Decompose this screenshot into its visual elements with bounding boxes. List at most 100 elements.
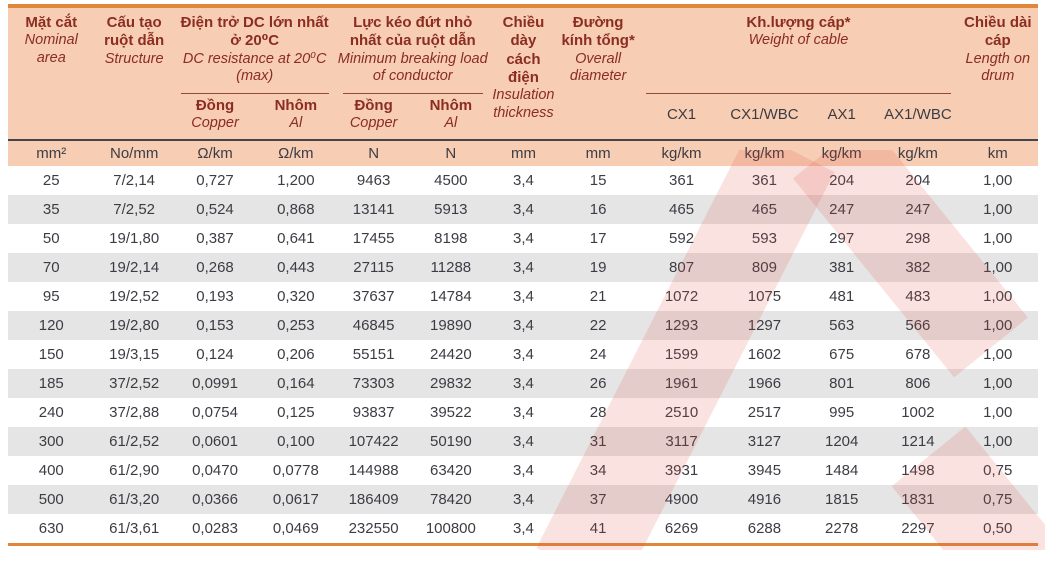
table-cell: 3,4 — [489, 253, 557, 282]
table-cell: 240 — [38, 404, 64, 421]
table-cell: 0,0366 — [173, 485, 257, 514]
table-cell: 381 — [805, 253, 879, 282]
table-cell: 1498 — [901, 462, 935, 479]
table-cell: 563 — [805, 311, 879, 340]
table-cell: 37637 — [352, 288, 395, 305]
table-cell: 0,868 — [256, 195, 336, 224]
table-cell: 3,4 — [513, 462, 534, 479]
table-cell: 0,75 — [957, 485, 1038, 514]
subheader-ax1-label: AX1 — [827, 105, 856, 123]
table-cell: 35 — [8, 195, 95, 224]
subheader-copper-load-en: Copper — [349, 114, 398, 131]
table-cell: 0,524 — [173, 195, 257, 224]
table-cell: 3,4 — [489, 427, 557, 456]
table-cell: 0,125 — [277, 404, 315, 421]
table-cell: 19/1,80 — [109, 230, 160, 247]
subheader-aluminum-load-en: Al — [444, 114, 458, 131]
table-cell: 0,387 — [196, 230, 234, 247]
table-cell: 19 — [556, 253, 640, 282]
table-cell: 27115 — [335, 253, 412, 282]
table-cell: 1204 — [805, 427, 879, 456]
table-cell: 55151 — [352, 346, 395, 363]
table-container: Mặt cắt Nominal area Cấu tạo ruột dẫn St… — [8, 4, 1038, 546]
table-cell: 0,443 — [256, 253, 336, 282]
table-cell: 4900 — [639, 485, 724, 514]
table-cell: 500 — [8, 485, 95, 514]
table-cell: 22 — [556, 311, 640, 340]
units-row: mm² No/mm Ω/km Ω/km N N mm mm kg/km kg/k… — [8, 139, 1038, 166]
table-cell: 1,00 — [983, 230, 1013, 247]
table-row: 50 19/1,80 0,387 0,641 17455 8198 3,4 17 592 593 2… — [8, 224, 1038, 253]
table-cell: 1,00 — [983, 346, 1013, 363]
header-structure-en: Structure — [104, 50, 164, 67]
table-cell: 15 — [589, 172, 607, 189]
table-cell: 809 — [723, 253, 806, 282]
subheader-copper-resistance-vi: Đồng — [195, 96, 235, 114]
table-cell: 8198 — [434, 230, 468, 247]
table-cell: 361 — [751, 172, 777, 189]
table-cell: 19/2,52 — [109, 288, 160, 305]
subheader-copper-resistance: Đồng Copper — [173, 94, 257, 140]
table-cell: 150 — [38, 346, 64, 363]
table-cell: 39522 — [429, 404, 472, 421]
table-cell: 300 — [8, 427, 95, 456]
table-cell: 61/3,61 — [109, 520, 160, 537]
subheader-ax1-wbc: AX1/WBC — [878, 94, 958, 140]
header-length: Chiều dài cáp Length on drum — [957, 6, 1038, 140]
unit-cell: kg/km — [805, 139, 879, 166]
unit-cell: Ω/km — [256, 139, 336, 166]
subheader-cx1: CX1 — [639, 94, 724, 140]
table-cell: 593 — [751, 230, 777, 247]
table-cell: 1961 — [639, 369, 724, 398]
unit-cell: mm — [489, 139, 557, 166]
table-cell: 61/3,20 — [94, 485, 174, 514]
table-cell: 678 — [905, 346, 931, 363]
table-cell: 807 — [639, 253, 724, 282]
table-cell: 1,00 — [957, 369, 1038, 398]
unit-cell: kg/km — [723, 139, 806, 166]
table-cell: 3,4 — [513, 230, 534, 247]
table-cell: 0,124 — [196, 346, 234, 363]
table-cell: 592 — [669, 230, 695, 247]
table-cell: 9463 — [356, 172, 391, 189]
table-cell: 11288 — [411, 253, 490, 282]
table-cell: 61/2,52 — [94, 427, 174, 456]
table-cell: 1815 — [805, 485, 879, 514]
table-cell: 465 — [723, 195, 806, 224]
table-cell: 13141 — [335, 195, 412, 224]
unit-cell: Ω/km — [173, 139, 257, 166]
cable-spec-table: Mặt cắt Nominal area Cấu tạo ruột dẫn St… — [8, 4, 1038, 546]
table-cell: 3,4 — [513, 172, 534, 189]
table-cell: 481 — [829, 288, 855, 305]
table-cell: 25 — [42, 172, 60, 189]
table-row: 25 7/2,14 0,727 1,200 9463 4500 3,4 15 361 361 204… — [8, 166, 1038, 195]
table-cell: 1602 — [747, 346, 782, 363]
table-cell: 204 — [905, 172, 931, 189]
table-cell: 1,00 — [983, 288, 1013, 305]
table-cell: 16 — [556, 195, 640, 224]
table-cell: 31 — [556, 427, 640, 456]
table-cell: 1,00 — [957, 427, 1038, 456]
table-row: 500 61/3,20 0,0366 0,0617 186409 78420 3,4 37 49… — [8, 485, 1038, 514]
table-cell: 1484 — [825, 462, 859, 479]
table-cell: 19/3,15 — [109, 346, 160, 363]
table-cell: 21 — [589, 288, 607, 305]
table-cell: 801 — [805, 369, 879, 398]
table-row: 95 19/2,52 0,193 0,320 37637 14784 3,4 21 1072 10… — [8, 282, 1038, 311]
table-cell: 19890 — [411, 311, 490, 340]
subheader-cx1-label: CX1 — [666, 105, 697, 123]
table-cell: 995 — [829, 404, 855, 421]
table-cell: 120 — [8, 311, 95, 340]
table-cell: 298 — [905, 230, 931, 247]
header-dc-resistance-vi: Điện trở DC lớn nhất ở 20⁰C — [180, 14, 329, 50]
table-cell: 34 — [589, 462, 607, 479]
subheader-ax1: AX1 — [805, 94, 879, 140]
table-cell: 247 — [878, 195, 958, 224]
table-cell: 232550 — [348, 520, 399, 537]
table-cell: 0,193 — [196, 288, 234, 305]
table-cell: 1,00 — [983, 404, 1013, 421]
subheader-aluminum-load: Nhôm Al — [411, 94, 490, 140]
subheader-aluminum-resistance-vi: Nhôm — [274, 96, 318, 114]
table-cell: 78420 — [411, 485, 490, 514]
